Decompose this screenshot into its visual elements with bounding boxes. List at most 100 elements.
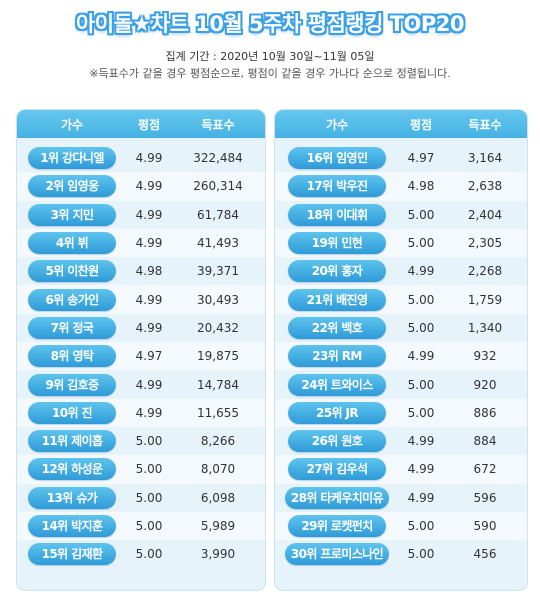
table-row: 15위 김재환 5.00 3,990 xyxy=(17,540,265,568)
votes-cell: 1,340 xyxy=(467,320,503,335)
votes-cell: 41,493 xyxy=(197,236,239,251)
table-row: 12위 하성운 5.00 8,070 xyxy=(17,455,265,484)
table-row: 7위 정국 4.99 20,432 xyxy=(17,314,265,342)
votes-cell: 11,655 xyxy=(197,405,239,420)
table-row: 25위 JR 5.00 886 xyxy=(275,398,527,427)
artist-rank-pill: 22위 백호 xyxy=(288,316,386,339)
page-title: 아이돌★차트 10월 5주차 평점랭킹 TOP20 xyxy=(75,12,465,36)
table-row: 24위 트와이스 5.00 920 xyxy=(275,370,527,398)
votes-cell: 260,314 xyxy=(193,179,243,194)
artist-rank-pill: 25위 JR xyxy=(288,401,386,424)
artist-rank-pill: 15위 김재환 xyxy=(28,543,116,566)
artist-rank-pill: 16위 임영민 xyxy=(288,147,386,170)
table-row: 27위 김우석 4.99 672 xyxy=(275,455,527,484)
table-row: 23위 RM 4.99 932 xyxy=(275,342,527,371)
header-artist: 가수 xyxy=(60,117,84,132)
artist-rank-pill: 11위 제이홉 xyxy=(28,430,116,453)
score-cell: 4.99 xyxy=(135,377,163,392)
artist-rank-pill: 2위 임영웅 xyxy=(28,175,116,198)
artist-rank-pill: 5위 이찬원 xyxy=(28,260,116,283)
artist-rank-pill: 28위 타케우치미유 xyxy=(284,486,390,509)
table-row: 22위 백호 5.00 1,340 xyxy=(275,314,527,342)
rows-right: 16위 임영민 4.97 3,164 17위 박우진 4.98 2,638 18위 이대휘 5… xyxy=(275,138,527,568)
table-header-right: 가수 평점 득표수 xyxy=(275,110,527,138)
votes-cell: 3,990 xyxy=(200,547,236,562)
votes-cell: 39,371 xyxy=(197,264,239,279)
votes-cell: 1,759 xyxy=(467,292,503,307)
score-cell: 5.00 xyxy=(407,377,435,392)
score-cell: 4.98 xyxy=(135,264,163,279)
score-cell: 4.99 xyxy=(407,462,435,477)
artist-rank-pill: 20위 홍자 xyxy=(288,260,386,283)
score-cell: 5.00 xyxy=(135,519,163,533)
votes-cell: 61,784 xyxy=(197,207,239,222)
table-row: 26위 원호 4.99 884 xyxy=(275,427,527,455)
table-row: 28위 타케우치미유 4.99 596 xyxy=(275,484,527,512)
votes-cell: 30,493 xyxy=(197,292,239,307)
header-score: 평점 xyxy=(409,117,433,132)
votes-cell: 3,164 xyxy=(467,151,503,166)
table-row: 29위 로켓펀치 5.00 590 xyxy=(275,511,527,541)
artist-rank-pill: 23위 RM xyxy=(288,345,386,368)
votes-cell: 2,638 xyxy=(467,179,503,194)
sort-note: ※득표수가 같을 경우 평점순으로, 평점이 같을 경우 가나다 순으로 정렬됩… xyxy=(89,67,451,80)
votes-cell: 2,305 xyxy=(467,236,503,251)
score-cell: 5.00 xyxy=(407,547,435,562)
ranking-table-left: 가수 평점 득표수 1위 강다니엘 4.99 322,484 2위 임영웅 4.99 26… xyxy=(16,109,266,591)
score-cell: 5.00 xyxy=(407,236,435,251)
score-cell: 5.00 xyxy=(135,462,163,477)
table-row: 9위 김호중 4.99 14,784 xyxy=(17,370,265,398)
table-row: 30위 프로미스나인 5.00 456 xyxy=(275,540,527,568)
votes-cell: 8,070 xyxy=(200,462,236,477)
artist-rank-pill: 17위 박우진 xyxy=(288,175,386,198)
votes-cell: 2,404 xyxy=(467,207,503,222)
artist-rank-pill: 19위 민현 xyxy=(288,232,386,255)
table-row: 17위 박우진 4.98 2,638 xyxy=(275,172,527,201)
votes-cell: 322,484 xyxy=(193,151,243,166)
votes-cell: 596 xyxy=(473,490,497,505)
votes-cell: 920 xyxy=(473,377,497,392)
header-votes: 득표수 xyxy=(468,117,502,132)
table-row: 11위 제이홉 5.00 8,266 xyxy=(17,427,265,455)
score-cell: 4.99 xyxy=(135,292,163,307)
table-header-left: 가수 평점 득표수 xyxy=(17,110,265,138)
artist-rank-pill: 1위 강다니엘 xyxy=(28,147,116,170)
votes-cell: 6,098 xyxy=(200,490,236,505)
table-row: 5위 이찬원 4.98 39,371 xyxy=(17,257,265,285)
artist-rank-pill: 13위 슈가 xyxy=(28,486,116,509)
artist-rank-pill: 12위 하성운 xyxy=(28,458,116,481)
table-row: 14위 박지훈 5.00 5,989 xyxy=(17,511,265,541)
score-cell: 5.00 xyxy=(407,519,435,533)
header-artist: 가수 xyxy=(325,117,349,132)
score-cell: 4.99 xyxy=(135,405,163,420)
table-row: 2위 임영웅 4.99 260,314 xyxy=(17,172,265,201)
score-cell: 4.98 xyxy=(407,179,435,194)
score-cell: 4.99 xyxy=(135,236,163,251)
votes-cell: 886 xyxy=(473,405,497,420)
score-cell: 5.00 xyxy=(135,434,163,449)
artist-rank-pill: 4위 뷔 xyxy=(28,232,116,255)
artist-rank-pill: 10위 진 xyxy=(28,401,116,424)
artist-rank-pill: 29위 로켓펀치 xyxy=(288,515,386,537)
subtitle: 집계 기간 : 2020년 10월 30일~11월 05일 ※득표수가 같을 경… xyxy=(0,48,540,82)
artist-rank-pill: 7위 정국 xyxy=(28,316,116,339)
table-row: 4위 뷔 4.99 41,493 xyxy=(17,228,265,258)
votes-cell: 20,432 xyxy=(197,320,239,335)
artist-rank-pill: 3위 지민 xyxy=(28,203,116,226)
artist-rank-pill: 21위 배진영 xyxy=(288,288,386,311)
artist-rank-pill: 27위 김우석 xyxy=(288,458,386,481)
table-row: 21위 배진영 5.00 1,759 xyxy=(275,285,527,314)
artist-rank-pill: 14위 박지훈 xyxy=(28,515,116,537)
score-cell: 4.99 xyxy=(135,179,163,194)
rows-left: 1위 강다니엘 4.99 322,484 2위 임영웅 4.99 260,314 3위 지민… xyxy=(17,138,265,568)
score-cell: 4.97 xyxy=(135,349,163,364)
table-row: 18위 이대휘 5.00 2,404 xyxy=(275,201,527,229)
table-row: 8위 영탁 4.97 19,875 xyxy=(17,342,265,371)
score-cell: 4.99 xyxy=(135,207,163,222)
votes-cell: 456 xyxy=(473,547,497,562)
score-cell: 5.00 xyxy=(135,547,163,562)
table-row: 10위 진 4.99 11,655 xyxy=(17,398,265,427)
votes-cell: 8,266 xyxy=(200,434,236,449)
votes-cell: 2,268 xyxy=(467,264,503,279)
